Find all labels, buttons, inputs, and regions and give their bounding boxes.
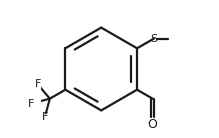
Text: O: O [148,118,157,131]
Text: F: F [34,79,41,89]
Text: F: F [42,112,48,122]
Text: S: S [150,34,157,44]
Text: F: F [28,99,35,109]
